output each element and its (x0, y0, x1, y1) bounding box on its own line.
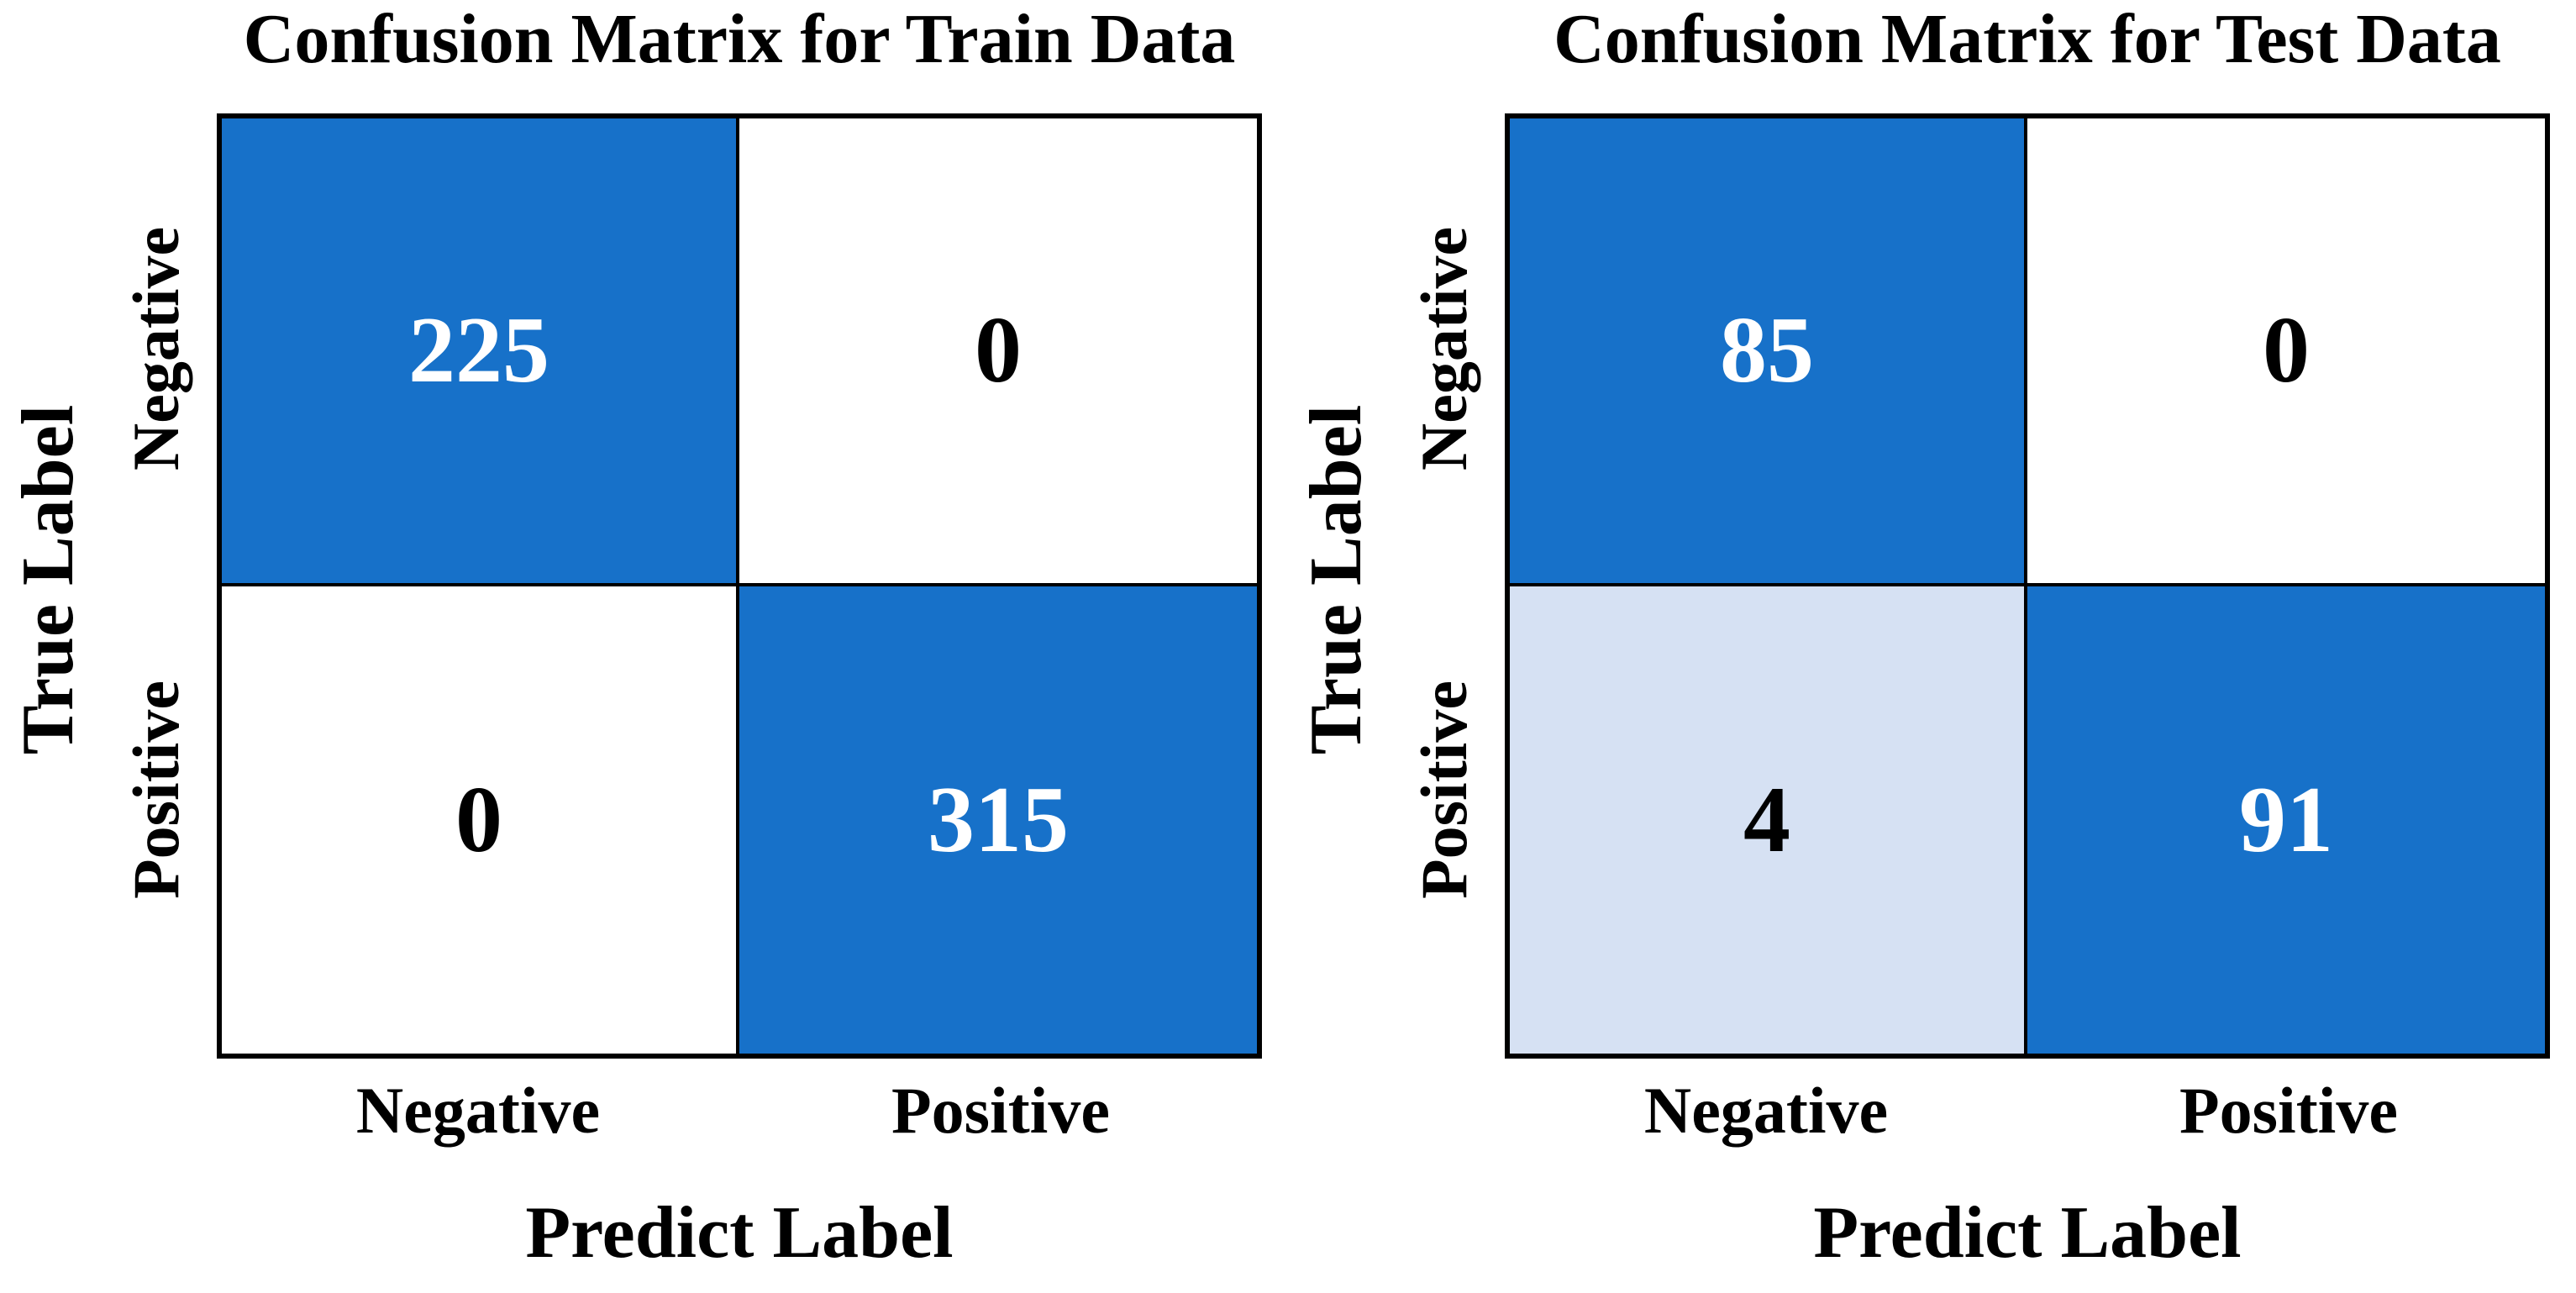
test-cell-false-negative: 4 (1510, 586, 2027, 1054)
test-y-tick-positive: Positive (1407, 681, 1480, 899)
train-x-axis-label: Predict Label (525, 1192, 954, 1274)
test-cell-true-negative: 85 (1510, 118, 2027, 586)
train-panel: Confusion Matrix for Train Data True Lab… (8, 4, 1262, 1274)
test-x-tick-positive: Positive (2179, 1074, 2398, 1147)
train-cell-false-positive: 0 (739, 118, 1257, 586)
train-y-tick-negative: Negative (119, 226, 192, 471)
test-y-tick-negative: Negative (1407, 226, 1480, 471)
train-title: Confusion Matrix for Train Data (243, 0, 1236, 78)
train-y-axis-label: True Label (8, 404, 89, 755)
train-x-tick-positive: Positive (891, 1074, 1110, 1147)
train-x-tick-negative: Negative (355, 1074, 601, 1147)
test-title: Confusion Matrix for Test Data (1553, 0, 2501, 78)
test-cell-true-positive: 91 (2027, 586, 2545, 1054)
test-x-tick-negative: Negative (1643, 1074, 1889, 1147)
train-cell-false-negative: 0 (222, 586, 739, 1054)
test-confusion-matrix: 85 0 4 91 (1505, 113, 2550, 1059)
train-y-tick-positive: Positive (119, 681, 192, 899)
train-cell-true-negative: 225 (222, 118, 739, 586)
train-confusion-matrix: 225 0 0 315 (217, 113, 1262, 1059)
test-y-axis-label: True Label (1296, 404, 1377, 755)
test-panel: Confusion Matrix for Test Data True Labe… (1288, 0, 2576, 1293)
train-cell-true-positive: 315 (739, 586, 1257, 1054)
test-x-axis-label: Predict Label (1813, 1192, 2242, 1274)
test-cell-false-positive: 0 (2027, 118, 2545, 586)
